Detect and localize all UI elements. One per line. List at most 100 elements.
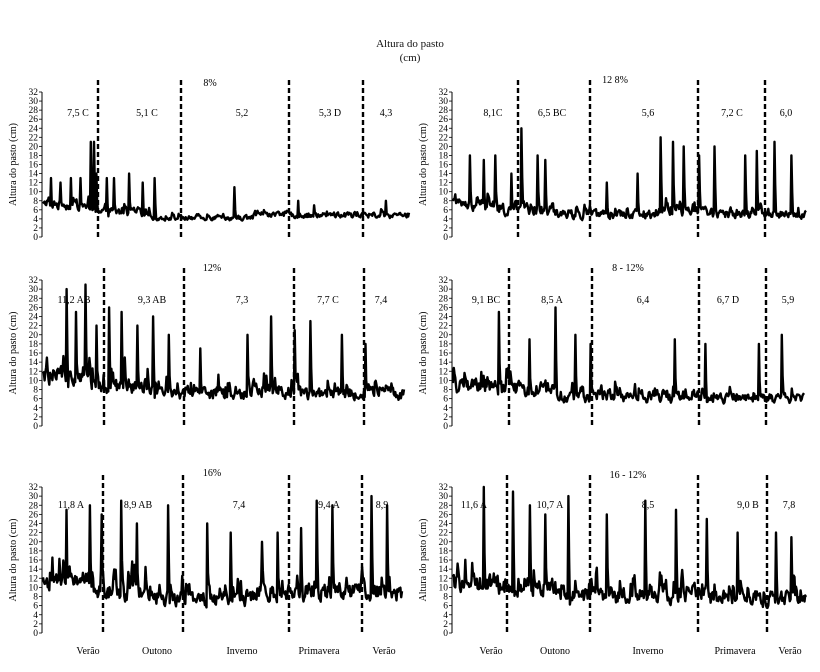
panel-4-ytick-label: 30: [439, 285, 449, 295]
panel-5-ytick-label: 12: [29, 574, 39, 584]
panel-4-ytick-label: 8: [443, 386, 448, 396]
panel-3-title: 12%: [203, 263, 221, 274]
panel-5-season-mean-1: 11,8 A: [58, 500, 85, 511]
panel-5-ytick-label: 0: [33, 629, 38, 639]
panel-6-ytick-label: 6: [443, 602, 448, 612]
panel-2-ytick-label: 10: [439, 188, 449, 198]
panel-6-ytick-label: 28: [439, 501, 449, 511]
panel-5-ytick-label: 26: [29, 510, 39, 520]
panel-4-ytick-label: 0: [443, 422, 448, 432]
panel-4-season-mean-4: 6,7 D: [717, 295, 739, 306]
panel-1-ytick-label: 22: [29, 133, 39, 143]
panel-6-ytick-label: 16: [439, 556, 449, 566]
panel-6-ytick-label: 4: [443, 611, 448, 621]
panel-2-ytick-label: 24: [439, 124, 449, 134]
panel-2-ytick-label: 30: [439, 97, 449, 107]
panel-2-ytick-label: 20: [439, 142, 449, 152]
panel-3-season-mean-2: 9,3 AB: [138, 295, 167, 306]
panel-4-ytick-label: 28: [439, 294, 449, 304]
panel-2-ytick-label: 6: [443, 206, 448, 216]
panel-1-ytick-label: 28: [29, 106, 39, 116]
panel-3-ytick-label: 28: [29, 294, 39, 304]
panel-1-season-mean-3: 5,2: [236, 108, 249, 119]
panel-1-ylabel: Altura do pasto (cm): [8, 123, 19, 206]
panel-6-ytick-label: 8: [443, 593, 448, 603]
panel-4-ytick-label: 22: [439, 322, 449, 332]
panel-5-season-name-1: Verão: [76, 646, 99, 657]
panel-6-season-name-5: Verão: [778, 646, 801, 657]
panel-2-ytick-label: 22: [439, 133, 449, 143]
panel-1-title: 8%: [203, 78, 216, 89]
panel-4-ytick-label: 12: [439, 367, 449, 377]
panel-2-ytick-label: 8: [443, 197, 448, 207]
panel-5-season-mean-4: 9,4 A: [318, 500, 340, 511]
panel-5-season-name-4: Primavera: [298, 646, 340, 657]
panel-5-ylabel: Altura do pasto (cm): [8, 518, 19, 601]
panel-5-ytick-label: 6: [33, 602, 38, 612]
panel-6-ytick-label: 12: [439, 574, 449, 584]
panel-1-season-mean-5: 4,3: [380, 108, 393, 119]
panel-3-season-mean-3: 7,3: [236, 295, 249, 306]
panel-5-ytick-label: 10: [29, 583, 39, 593]
panel-6-season-name-3: Inverno: [632, 646, 663, 657]
panel-1-ytick-label: 6: [33, 206, 38, 216]
panel-1-ytick-label: 4: [33, 215, 38, 225]
panel-5-season-mean-3: 7,4: [233, 500, 246, 511]
panel-4-ylabel: Altura do pasto (cm): [418, 311, 429, 394]
panel-3-season-mean-1: 11,2 AB: [58, 295, 91, 306]
panel-3-season-mean-4: 7,7 C: [317, 295, 339, 306]
panel-1-ytick-label: 0: [33, 233, 38, 243]
panel-1-ytick-label: 30: [29, 97, 39, 107]
panel-2-season-mean-4: 7,2 C: [721, 108, 743, 119]
panel-1-ytick-label: 20: [29, 142, 39, 152]
panel-6-season-mean-1: 11,6 A: [461, 500, 488, 511]
panel-3-ytick-label: 10: [29, 376, 39, 386]
panel-1-ytick-label: 14: [29, 170, 39, 180]
panel-4-ytick-label: 2: [443, 413, 448, 423]
panel-5-ytick-label: 24: [29, 520, 39, 530]
panel-3-season-mean-5: 7,4: [375, 295, 388, 306]
panel-4-ytick-label: 14: [439, 358, 449, 368]
panel-2-ytick-label: 32: [439, 88, 449, 98]
panel-2-ytick-label: 14: [439, 170, 449, 180]
panel-4-season-mean-1: 9,1 BC: [472, 295, 501, 306]
panel-6-season-name-1: Verão: [479, 646, 502, 657]
figure-title: Altura do pasto: [376, 38, 444, 50]
panel-6-ytick-label: 30: [439, 492, 449, 502]
panel-1-ytick-label: 2: [33, 224, 38, 234]
panel-5-ytick-label: 2: [33, 620, 38, 630]
panel-5-series-line: [41, 494, 404, 609]
panel-5-ytick-label: 20: [29, 538, 39, 548]
panel-1-ytick-label: 10: [29, 188, 39, 198]
panel-4-ytick-label: 20: [439, 331, 449, 341]
panel-5-ytick-label: 16: [29, 556, 39, 566]
panel-6-season-name-4: Primavera: [714, 646, 756, 657]
panel-2-ytick-label: 12: [439, 179, 449, 189]
panel-5-ytick-label: 22: [29, 529, 39, 539]
panel-3-ytick-label: 8: [33, 386, 38, 396]
panel-1-ytick-label: 12: [29, 179, 39, 189]
panel-6-ytick-label: 14: [439, 565, 449, 575]
panel-3-ytick-label: 2: [33, 413, 38, 423]
panel-5-ytick-label: 28: [29, 501, 39, 511]
panel-6-season-mean-2: 10,7 A: [537, 500, 564, 511]
panel-2-ytick-label: 0: [443, 233, 448, 243]
panel-1-ytick-label: 26: [29, 115, 39, 125]
panel-2-ytick-label: 16: [439, 161, 449, 171]
panel-2-season-mean-2: 6,5 BC: [538, 108, 567, 119]
panel-5-ytick-label: 18: [29, 547, 39, 557]
panel-6-season-name-2: Outono: [540, 646, 570, 657]
panel-4-ytick-label: 24: [439, 313, 449, 323]
panel-6-ytick-label: 20: [439, 538, 449, 548]
panel-6-ytick-label: 18: [439, 547, 449, 557]
panel-4-series-line: [451, 306, 805, 405]
panel-5-ytick-label: 8: [33, 593, 38, 603]
panel-6-ytick-label: 24: [439, 520, 449, 530]
panel-4-ytick-label: 26: [439, 303, 449, 313]
panel-5-season-name-5: Verão: [372, 646, 395, 657]
panel-2-ytick-label: 28: [439, 106, 449, 116]
panel-3-ytick-label: 32: [29, 276, 39, 286]
panel-1-ytick-label: 8: [33, 197, 38, 207]
panel-5-season-name-3: Inverno: [226, 646, 257, 657]
panel-6-season-mean-3: 8,5: [642, 500, 655, 511]
